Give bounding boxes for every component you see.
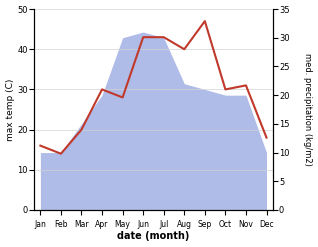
- Y-axis label: med. precipitation (kg/m2): med. precipitation (kg/m2): [303, 53, 313, 166]
- X-axis label: date (month): date (month): [117, 231, 190, 242]
- Y-axis label: max temp (C): max temp (C): [5, 78, 15, 141]
